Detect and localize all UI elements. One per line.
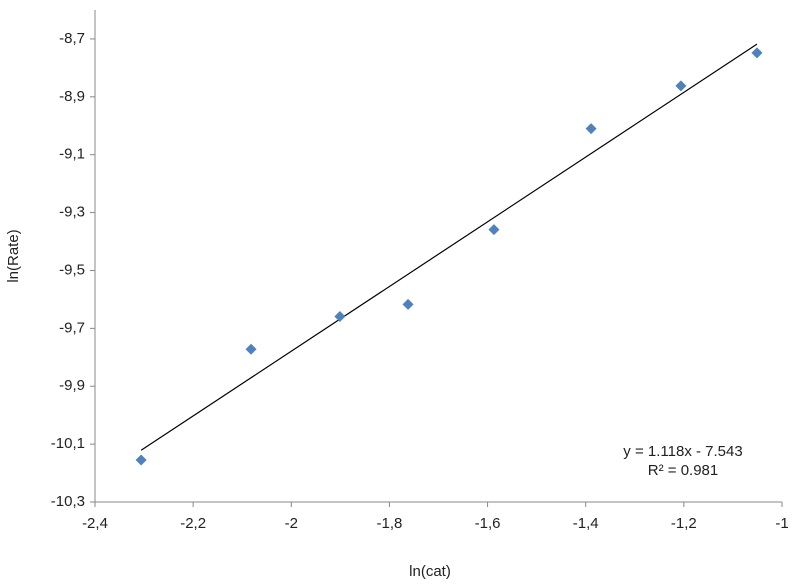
data-point	[675, 80, 687, 92]
x-tick-label: -2,4	[82, 515, 108, 532]
y-tick-label: -9,5	[59, 261, 85, 278]
x-tick-label: -1,8	[376, 515, 402, 532]
x-axis-label: ln(cat)	[409, 563, 451, 580]
data-point	[334, 310, 346, 322]
data-point	[245, 343, 257, 355]
x-tick-label: -1	[775, 515, 788, 532]
data-point	[402, 298, 414, 310]
r-squared: R² = 0.981	[648, 462, 718, 479]
y-tick-label: -8,9	[59, 88, 85, 105]
x-tick-label: -1,4	[573, 515, 599, 532]
x-tick-label: -1,2	[671, 515, 697, 532]
data-point	[488, 224, 500, 236]
data-point	[135, 454, 147, 466]
y-tick-label: -8,7	[59, 30, 85, 47]
trendline-equation: y = 1.118x - 7.543	[623, 443, 742, 460]
trendline	[140, 43, 758, 451]
y-tick-label: -9,9	[59, 377, 85, 394]
x-tick-label: -2,2	[180, 515, 206, 532]
x-tick-label: -2	[285, 515, 298, 532]
y-tick-label: -9,1	[59, 146, 85, 163]
y-tick-label: -9,3	[59, 204, 85, 221]
data-point	[585, 123, 597, 135]
x-tick-label: -1,6	[475, 515, 501, 532]
y-tick-label: -10,1	[51, 435, 85, 452]
y-tick-label: -10,3	[51, 493, 85, 510]
y-tick-label: -9,7	[59, 319, 85, 336]
y-axis-label: ln(Rate)	[5, 229, 22, 282]
data-point	[751, 47, 763, 59]
